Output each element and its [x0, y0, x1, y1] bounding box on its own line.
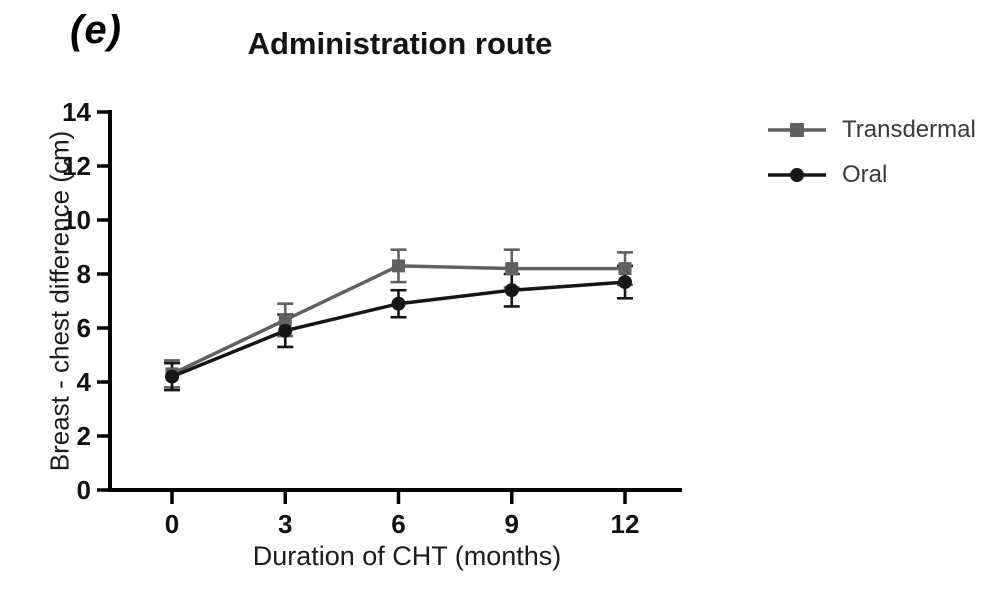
svg-text:12: 12	[62, 151, 91, 181]
y-axis-label: Breast - chest difference (cm)	[44, 130, 75, 472]
legend-item-oral: Oral	[766, 161, 976, 189]
oral-circle-marker-icon	[768, 168, 826, 182]
svg-text:6: 6	[391, 509, 405, 539]
chart-title: Administration route	[247, 26, 553, 61]
legend-item-transdermal: Transdermal	[766, 116, 976, 144]
svg-text:9: 9	[505, 509, 519, 539]
svg-text:8: 8	[77, 259, 91, 289]
svg-text:3: 3	[278, 509, 292, 539]
svg-text:14: 14	[62, 97, 91, 127]
svg-text:2: 2	[77, 421, 91, 451]
legend: Transdermal Oral	[766, 116, 976, 189]
transdermal-square-marker-icon	[768, 123, 826, 137]
svg-text:12: 12	[611, 509, 640, 539]
svg-text:0: 0	[165, 509, 179, 539]
legend-label-oral: Oral	[842, 161, 888, 188]
panel-label: (e)	[70, 8, 122, 52]
x-axis-label: Duration of CHT (months)	[252, 541, 562, 571]
svg-text:6: 6	[77, 313, 91, 343]
svg-text:10: 10	[62, 205, 91, 235]
legend-label-transdermal: Transdermal	[842, 116, 976, 143]
svg-text:4: 4	[77, 367, 92, 397]
svg-text:0: 0	[77, 475, 91, 505]
